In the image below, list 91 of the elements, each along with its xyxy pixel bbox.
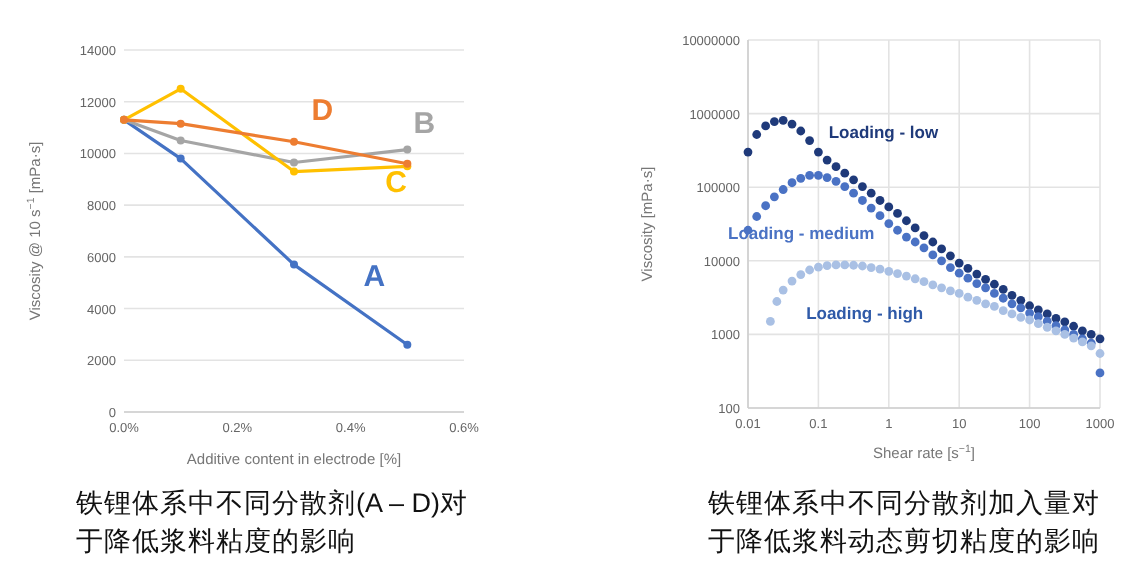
point — [919, 243, 929, 253]
point — [893, 225, 902, 235]
point — [1042, 309, 1052, 319]
point — [1095, 334, 1105, 344]
point — [946, 251, 955, 261]
point — [989, 279, 999, 289]
point — [981, 283, 990, 293]
point — [840, 182, 850, 191]
point — [290, 167, 298, 176]
point — [761, 201, 771, 211]
text: 铁锂体系中不同分散剂加入量对于降低浆料动态剪切粘度的影响 — [708, 486, 1102, 560]
point — [928, 237, 938, 247]
point — [1016, 303, 1026, 313]
point — [743, 147, 753, 157]
point — [822, 155, 832, 165]
text: 铁锂体系中不同分散剂(A – D)对于降低浆料粘度的影响 — [76, 486, 471, 560]
point — [796, 126, 806, 136]
point — [963, 263, 973, 273]
point — [1025, 308, 1034, 318]
point — [290, 137, 298, 146]
point — [998, 284, 1008, 294]
point — [972, 279, 982, 288]
point — [875, 196, 885, 205]
point — [937, 256, 946, 266]
point — [1069, 321, 1079, 331]
point — [954, 268, 964, 278]
point — [858, 182, 867, 191]
point — [1025, 301, 1034, 311]
point — [972, 269, 982, 279]
point — [902, 232, 911, 242]
point — [910, 223, 920, 233]
series-label: A — [363, 259, 386, 294]
point — [796, 173, 806, 183]
point — [875, 211, 885, 221]
point — [902, 216, 911, 226]
point — [814, 170, 823, 180]
point — [981, 274, 990, 284]
point — [1060, 317, 1070, 327]
point — [1016, 295, 1026, 305]
point — [884, 219, 894, 229]
point — [946, 263, 955, 272]
point — [1077, 326, 1087, 336]
point — [989, 289, 999, 298]
point — [761, 121, 771, 131]
series-label: Loading - high — [806, 303, 924, 324]
series-label: Loading - low — [828, 121, 939, 142]
point — [176, 154, 185, 163]
point — [884, 202, 894, 212]
point — [998, 293, 1008, 303]
point — [290, 158, 298, 167]
point — [778, 185, 788, 194]
point — [1007, 290, 1017, 300]
point — [787, 178, 797, 188]
point — [769, 192, 779, 202]
point — [919, 231, 929, 240]
point — [403, 145, 412, 154]
point — [910, 237, 920, 247]
point — [849, 188, 858, 198]
point — [814, 147, 823, 157]
point — [963, 273, 973, 283]
point — [176, 136, 185, 145]
point — [403, 340, 412, 349]
point — [176, 119, 185, 128]
point — [928, 250, 938, 260]
point — [831, 176, 841, 186]
point — [1086, 330, 1096, 339]
point — [778, 115, 788, 125]
point — [849, 175, 858, 185]
point — [805, 136, 814, 145]
point — [1007, 299, 1017, 309]
series-label: D — [311, 93, 334, 128]
point — [893, 209, 902, 218]
point — [752, 130, 762, 139]
point — [787, 119, 797, 129]
point — [840, 168, 850, 178]
series-label: Loading - medium — [728, 222, 876, 243]
point — [831, 162, 841, 172]
point — [822, 173, 832, 183]
point — [866, 188, 876, 198]
point — [805, 170, 814, 180]
point — [176, 84, 185, 93]
point — [769, 117, 779, 126]
series-label: C — [385, 166, 408, 201]
point — [858, 196, 867, 205]
point — [752, 212, 762, 221]
point — [937, 244, 946, 254]
point — [1095, 368, 1105, 378]
point — [866, 203, 876, 213]
point — [290, 260, 298, 269]
series-label: B — [413, 106, 436, 141]
point — [954, 258, 964, 268]
